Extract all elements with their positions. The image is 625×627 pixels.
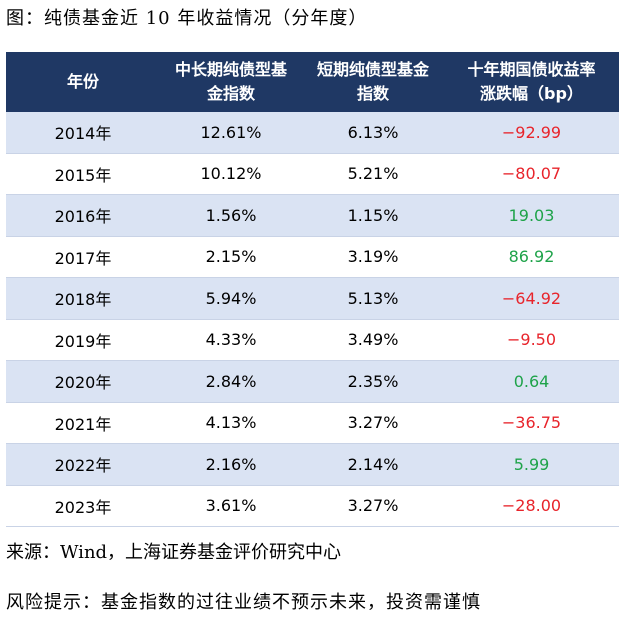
table-cell: 5.13%	[302, 277, 444, 320]
table-cell: 2017年	[6, 236, 160, 278]
column-header: 十年期国债收益率涨跌幅（bp）	[444, 52, 619, 112]
table-cell: 2.84%	[160, 360, 302, 403]
table-cell: 4.33%	[160, 319, 302, 361]
table-row: 2018年 5.94% 5.13% −64.92	[6, 277, 619, 320]
table-cell: 0.64	[444, 360, 619, 403]
table-cell: 5.99	[444, 443, 619, 486]
table-cell: 2018年	[6, 277, 160, 320]
table-row: 2019年 4.33% 3.49% −9.50	[6, 319, 619, 361]
table-cell: 2014年	[6, 112, 160, 154]
table-cell: 1.15%	[302, 194, 444, 237]
table-cell: 3.27%	[302, 485, 444, 527]
table-cell: −36.75	[444, 402, 619, 444]
table-row: 2022年 2.16% 2.14% 5.99	[6, 443, 619, 486]
table-row: 2023年 3.61% 3.27% −28.00	[6, 485, 619, 527]
column-header-text: 十年期国债收益率涨跌幅（bp）	[467, 60, 596, 103]
table-row: 2021年 4.13% 3.27% −36.75	[6, 402, 619, 444]
table-head: 年份 中长期纯债型基金指数 短期纯债型基金指数 十年期国债收益率涨跌幅（bp）	[6, 52, 619, 112]
table: 年份 中长期纯债型基金指数 短期纯债型基金指数 十年期国债收益率涨跌幅（bp） 201…	[6, 52, 619, 527]
column-header-text: 中长期纯债型基金指数	[175, 60, 288, 103]
table-cell: −9.50	[444, 319, 619, 361]
table-cell: 19.03	[444, 194, 619, 237]
table-cell: 3.19%	[302, 236, 444, 278]
table-cell: 2021年	[6, 402, 160, 444]
table-cell: 10.12%	[160, 153, 302, 195]
source-note: 来源：Wind，上海证券基金评价研究中心	[6, 542, 342, 563]
table-cell: 5.94%	[160, 277, 302, 320]
column-header: 年份	[6, 52, 160, 112]
table-cell: 2019年	[6, 319, 160, 361]
column-header-text: 年份	[66, 72, 99, 91]
table-row: 2015年 10.12% 5.21% −80.07	[6, 153, 619, 195]
title: 图：纯债基金近 10 年收益情况（分年度）	[6, 8, 368, 29]
table-row: 2017年 2.15% 3.19% 86.92	[6, 236, 619, 278]
table-cell: 2020年	[6, 360, 160, 403]
table-cell: 5.21%	[302, 153, 444, 195]
table-cell: 86.92	[444, 236, 619, 278]
table-cell: 2.16%	[160, 443, 302, 486]
table-cell: −80.07	[444, 153, 619, 195]
table-cell: 3.27%	[302, 402, 444, 444]
table-cell: 6.13%	[302, 112, 444, 154]
risk-note: 风险提示：基金指数的过往业绩不预示未来，投资需谨慎	[6, 592, 481, 613]
table-row: 2014年 12.61% 6.13% −92.99	[6, 112, 619, 154]
table-cell: 2015年	[6, 153, 160, 195]
table-cell: 2016年	[6, 194, 160, 237]
table-cell: 3.61%	[160, 485, 302, 527]
table-cell: 2.15%	[160, 236, 302, 278]
table-cell: 2023年	[6, 485, 160, 527]
table-cell: 2022年	[6, 443, 160, 486]
table-cell: 4.13%	[160, 402, 302, 444]
table-cell: 3.49%	[302, 319, 444, 361]
table-row: 2020年 2.84% 2.35% 0.64	[6, 360, 619, 403]
table-cell: 2.14%	[302, 443, 444, 486]
table-body: 2014年 12.61% 6.13% −92.99 2015年 10.12% 5.21% −8…	[6, 112, 619, 527]
column-header-text: 短期纯债型基金指数	[317, 60, 430, 103]
column-header: 短期纯债型基金指数	[302, 52, 444, 112]
header-row: 年份 中长期纯债型基金指数 短期纯债型基金指数 十年期国债收益率涨跌幅（bp）	[6, 52, 619, 112]
table-row: 2016年 1.56% 1.15% 19.03	[6, 194, 619, 237]
table-cell: 2.35%	[302, 360, 444, 403]
table-cell: 1.56%	[160, 194, 302, 237]
table-cell: −92.99	[444, 112, 619, 154]
table-cell: −28.00	[444, 485, 619, 527]
table-cell: −64.92	[444, 277, 619, 320]
column-header: 中长期纯债型基金指数	[160, 52, 302, 112]
table-cell: 12.61%	[160, 112, 302, 154]
